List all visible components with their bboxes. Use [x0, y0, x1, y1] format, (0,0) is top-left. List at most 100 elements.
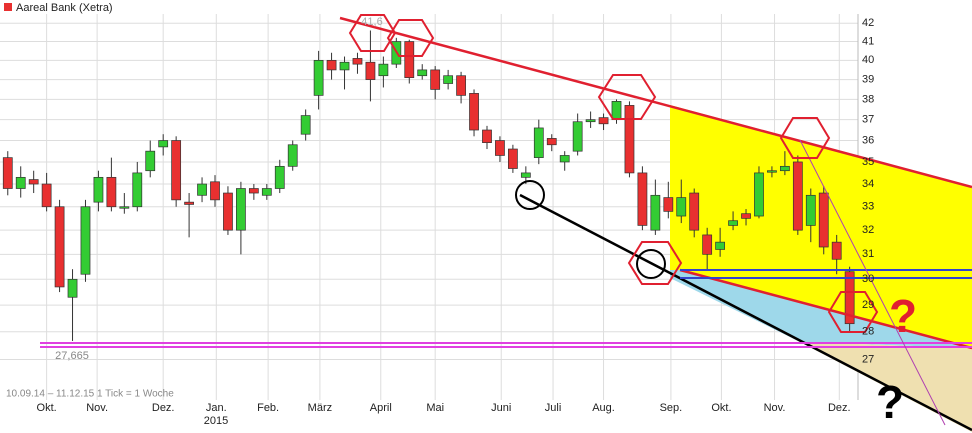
candle-body	[248, 188, 259, 194]
candle-body	[287, 144, 298, 167]
x-tick-label: Juni	[491, 402, 511, 414]
candle-body	[54, 206, 65, 288]
candle-body	[80, 206, 91, 275]
candle-body	[469, 93, 479, 131]
beige-zone	[800, 342, 972, 432]
year-label: 2015	[204, 415, 228, 427]
candle-body	[15, 176, 26, 189]
candle-body	[689, 192, 700, 231]
candle-body	[158, 140, 169, 148]
candle-body	[378, 63, 389, 77]
candle-body	[495, 140, 505, 156]
hexagon	[827, 291, 879, 333]
candle-body	[223, 192, 233, 231]
y-tick-label: 34	[862, 178, 874, 190]
candle-body	[754, 172, 764, 217]
candle-body	[637, 172, 648, 226]
candle-body	[572, 121, 583, 152]
x-tick-label: Nov.	[764, 402, 786, 414]
low-label: 27,665	[55, 350, 89, 362]
y-tick-label: 29	[862, 299, 874, 311]
question-mark: ?	[876, 376, 904, 428]
candle-body	[145, 150, 156, 172]
y-tick-label: 39	[862, 74, 874, 86]
overlay-lines	[40, 14, 972, 432]
y-tick-label: 27	[862, 353, 874, 365]
legend-swatch	[4, 3, 12, 11]
candle-body	[533, 127, 544, 158]
candle-body	[676, 197, 687, 217]
candle-body	[28, 179, 39, 185]
candle-body	[210, 181, 220, 201]
candle-body	[274, 165, 285, 189]
hexagon	[386, 19, 435, 57]
candle-body	[184, 201, 194, 205]
candle-body	[805, 194, 816, 226]
candle-body	[417, 69, 428, 77]
candle-body	[559, 155, 570, 163]
candle-body	[624, 105, 635, 174]
x-tick-label: Juli	[545, 402, 562, 414]
resistance-line	[339, 16, 972, 189]
candle-body	[831, 241, 842, 260]
candle-body	[715, 241, 726, 250]
candle-body	[119, 206, 130, 209]
x-tick-label: Sep.	[660, 402, 683, 414]
x-tick-label: März	[308, 402, 332, 414]
y-tick-label: 31	[862, 248, 874, 260]
circle	[515, 180, 545, 210]
candle-body	[456, 75, 466, 96]
y-tick-label: 28	[862, 326, 874, 338]
y-tick-label: 42	[862, 17, 874, 29]
trend-line	[519, 193, 972, 432]
candle-body	[482, 129, 492, 143]
candle-body	[443, 75, 454, 84]
candle-body	[508, 148, 518, 169]
x-tick-label: Aug.	[592, 402, 615, 414]
question-mark: ?	[889, 290, 917, 342]
candle-body	[546, 138, 557, 146]
candle-body	[365, 61, 376, 80]
candle-body	[741, 213, 751, 219]
y-tick-label: 41	[862, 35, 874, 47]
candle-body	[650, 194, 661, 231]
legend-label: Aareal Bank (Xetra)	[16, 2, 113, 14]
candle-body	[93, 176, 104, 203]
y-tick-label: 40	[862, 54, 874, 66]
candle-body	[792, 161, 803, 231]
y-tick-label: 32	[862, 224, 874, 236]
candle-body	[41, 183, 52, 208]
candle-body	[404, 41, 415, 79]
x-tick-label: Nov.	[86, 402, 108, 414]
candle-body	[767, 170, 777, 173]
y-tick-label: 33	[862, 201, 874, 213]
candle-body	[818, 192, 829, 248]
candle-body	[728, 220, 738, 226]
candle-body	[585, 119, 596, 123]
hexagon	[627, 241, 683, 285]
x-tick-label: April	[370, 402, 392, 414]
y-tick-label: 30	[862, 273, 874, 285]
y-tick-label: 36	[862, 134, 874, 146]
circle	[636, 249, 666, 279]
candle-body	[339, 61, 350, 71]
x-tick-label: Dez.	[828, 402, 851, 414]
support-line	[679, 268, 972, 350]
x-tick-label: Feb.	[257, 402, 279, 414]
hexagon	[348, 14, 397, 52]
y-tick-label: 38	[862, 93, 874, 105]
hexagon	[779, 117, 831, 159]
footer: 10.09.14 – 11.12.15 1 Tick = 1 Woche	[6, 389, 174, 400]
candle-body	[236, 188, 246, 231]
high-label: 41,6	[361, 16, 382, 28]
thin-line	[799, 139, 946, 426]
candle-body	[352, 58, 363, 65]
x-tick-label: Okt.	[37, 402, 57, 414]
candle-body	[779, 165, 790, 172]
candle-body	[598, 117, 609, 125]
candle-body	[261, 188, 272, 196]
x-tick-label: Okt.	[711, 402, 731, 414]
candle-body	[430, 69, 441, 90]
candle-body	[611, 101, 622, 121]
